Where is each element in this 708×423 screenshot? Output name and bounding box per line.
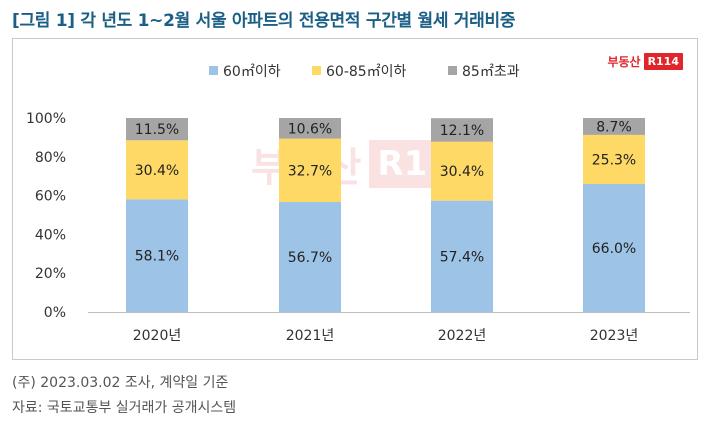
bar-segment (279, 118, 341, 139)
bar-segment (279, 202, 341, 312)
data-label: 58.1% (135, 249, 179, 265)
legend-label: 60-85㎡이하 (326, 64, 407, 80)
bar-segment (431, 200, 493, 312)
x-tick-label: 2023년 (590, 328, 639, 344)
data-label: 30.4% (440, 164, 484, 180)
data-label: 56.7% (288, 250, 332, 266)
stacked-bar-chart: 0% 20% 40% 60% 80% 100% 58.1% 30.4% 11.5% 2020년 56… (26, 64, 690, 344)
y-tick-label: 100% (26, 111, 66, 127)
y-tick-label: 80% (35, 150, 66, 166)
chart-title: [그림 1] 각 년도 1~2월 서울 아파트의 전용면적 구간별 월세 거래비… (12, 11, 516, 31)
bar-segment (583, 118, 645, 135)
bar-segment (126, 118, 188, 141)
data-label: 12.1% (440, 123, 484, 139)
footnote-source: 자료: 국토교통부 실거래가 공개시스템 (12, 400, 237, 416)
x-tick-label: 2020년 (133, 328, 182, 344)
data-label: 25.3% (592, 152, 636, 168)
legend-swatch (312, 66, 321, 75)
data-label: 30.4% (135, 163, 179, 179)
data-label: 11.5% (135, 122, 179, 138)
x-tick-label: 2022년 (438, 328, 487, 344)
y-tick-label: 0% (44, 305, 66, 321)
bar-segment (583, 134, 645, 184)
data-label: 57.4% (440, 249, 484, 265)
bar-segment (431, 118, 493, 142)
data-label: 66.0% (592, 241, 636, 257)
legend-label: 60㎡이하 (223, 64, 281, 80)
legend-swatch (209, 66, 218, 75)
legend-label: 85㎡초과 (462, 64, 520, 80)
bar-segment (126, 140, 188, 200)
bar-segment (126, 199, 188, 312)
bar-segment (279, 138, 341, 203)
y-tick-label: 20% (35, 266, 66, 282)
logo-badge: R114 (643, 53, 683, 70)
bar-segment (583, 183, 645, 312)
footnote-note: (주) 2023.03.02 조사, 계약일 기준 (12, 375, 229, 391)
legend-swatch (448, 66, 457, 75)
bar-segment (431, 141, 493, 201)
data-label: 32.7% (288, 163, 332, 179)
brand-logo: 부동산 R114 (607, 53, 683, 70)
logo-text: 부동산 (607, 55, 641, 69)
x-tick-label: 2021년 (286, 328, 335, 344)
data-label: 10.6% (288, 121, 332, 137)
data-label: 8.7% (596, 119, 632, 135)
y-tick-label: 60% (35, 189, 66, 205)
y-tick-label: 40% (35, 227, 66, 243)
